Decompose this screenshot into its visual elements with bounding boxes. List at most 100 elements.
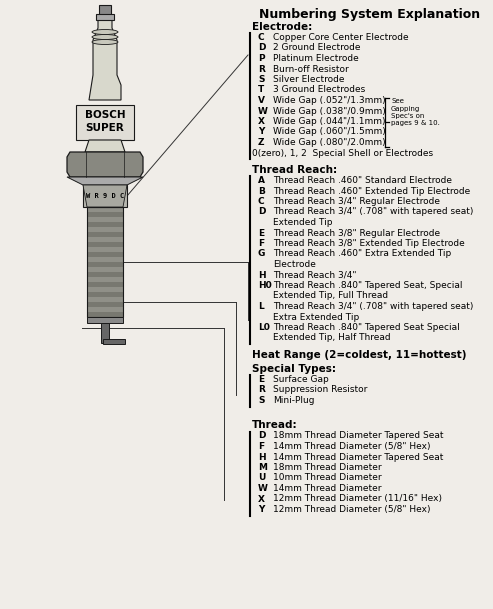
Text: Extended Tip, Full Thread: Extended Tip, Full Thread [273, 292, 388, 300]
Text: 2 Ground Electrode: 2 Ground Electrode [273, 43, 360, 52]
Text: Thread Reach 3/4" Regular Electrode: Thread Reach 3/4" Regular Electrode [273, 197, 440, 206]
Text: A: A [258, 176, 265, 185]
Bar [87, 277, 123, 282]
Text: Heat Range (2=coldest, 11=hottest): Heat Range (2=coldest, 11=hottest) [252, 350, 466, 360]
Text: SUPER: SUPER [86, 123, 124, 133]
Text: Surface Gap: Surface Gap [273, 375, 329, 384]
Polygon shape [83, 185, 127, 207]
Text: 14mm Thread Diameter (5/8" Hex): 14mm Thread Diameter (5/8" Hex) [273, 442, 430, 451]
Text: L: L [258, 302, 264, 311]
Ellipse shape [92, 35, 118, 40]
Bar [87, 302, 123, 307]
Text: F: F [258, 442, 264, 451]
Bar [87, 227, 123, 232]
Bar [83, 185, 127, 207]
Text: H: H [258, 452, 266, 462]
Text: Extra Extended Tip: Extra Extended Tip [273, 312, 359, 322]
Text: 0(zero), 1, 2  Special Shell or Electrodes: 0(zero), 1, 2 Special Shell or Electrode… [252, 149, 433, 158]
Text: X: X [258, 117, 265, 126]
Bar [87, 222, 123, 227]
Bar [87, 257, 123, 262]
Text: Electrode:: Electrode: [252, 22, 312, 32]
Text: H0: H0 [258, 281, 272, 290]
Text: Special Types:: Special Types: [252, 364, 336, 374]
Text: M: M [258, 463, 267, 472]
Text: Thread Reach .460" Standard Electrode: Thread Reach .460" Standard Electrode [273, 176, 452, 185]
Bar [87, 242, 123, 247]
Text: Thread Reach 3/4" (.708" with tapered seat): Thread Reach 3/4" (.708" with tapered se… [273, 302, 473, 311]
Text: S: S [258, 396, 265, 405]
Text: C: C [258, 33, 265, 42]
Text: Platinum Electrode: Platinum Electrode [273, 54, 359, 63]
Text: BOSCH: BOSCH [85, 110, 125, 120]
Bar [99, 5, 111, 15]
Text: E: E [258, 228, 264, 238]
Text: 18mm Thread Diameter Tapered Seat: 18mm Thread Diameter Tapered Seat [273, 432, 444, 440]
Bar [87, 237, 123, 242]
Bar [101, 323, 109, 343]
Text: W: W [258, 484, 268, 493]
Bar [87, 317, 123, 323]
Text: Mini-Plug: Mini-Plug [273, 396, 315, 405]
Text: 18mm Thread Diameter: 18mm Thread Diameter [273, 463, 382, 472]
Text: Thread Reach 3/4" (.708" with tapered seat): Thread Reach 3/4" (.708" with tapered se… [273, 208, 473, 217]
Text: Copper Core Center Electrode: Copper Core Center Electrode [273, 33, 409, 42]
Text: Electrode: Electrode [273, 260, 316, 269]
Text: 14mm Thread Diameter: 14mm Thread Diameter [273, 484, 382, 493]
Text: T: T [258, 85, 264, 94]
Bar [87, 272, 123, 277]
Text: F: F [258, 239, 264, 248]
Text: Thread Reach .460" Extra Extended Tip: Thread Reach .460" Extra Extended Tip [273, 250, 451, 258]
Text: Wide Gap (.080"/2.0mm): Wide Gap (.080"/2.0mm) [273, 138, 386, 147]
Polygon shape [85, 140, 125, 152]
Bar [103, 339, 125, 344]
Text: W R 9 D C: W R 9 D C [86, 193, 124, 199]
Ellipse shape [92, 40, 118, 44]
Text: Wide Gap (.052"/1.3mm): Wide Gap (.052"/1.3mm) [273, 96, 386, 105]
Bar [87, 207, 123, 317]
Text: Extended Tip: Extended Tip [273, 218, 332, 227]
Text: Wide Gap (.038"/0.9mm): Wide Gap (.038"/0.9mm) [273, 107, 386, 116]
Text: Wide Gap (.060"/1.5mm): Wide Gap (.060"/1.5mm) [273, 127, 386, 136]
Text: Suppression Resistor: Suppression Resistor [273, 385, 367, 395]
Text: B: B [258, 186, 265, 195]
Text: R: R [258, 385, 265, 395]
Text: Thread Reach 3/8" Extended Tip Electrode: Thread Reach 3/8" Extended Tip Electrode [273, 239, 465, 248]
Bar [87, 212, 123, 217]
Text: Thread Reach:: Thread Reach: [252, 165, 337, 175]
Polygon shape [67, 152, 143, 177]
Text: 14mm Thread Diameter Tapered Seat: 14mm Thread Diameter Tapered Seat [273, 452, 443, 462]
Polygon shape [67, 177, 143, 185]
Text: S: S [258, 75, 265, 84]
Text: C: C [258, 197, 265, 206]
Text: 10mm Thread Diameter: 10mm Thread Diameter [273, 474, 382, 482]
Text: Y: Y [258, 127, 264, 136]
Ellipse shape [92, 29, 118, 35]
Bar [87, 262, 123, 267]
Text: E: E [258, 375, 264, 384]
Text: V: V [258, 96, 265, 105]
Bar [87, 297, 123, 302]
Text: W: W [258, 107, 268, 116]
Text: Y: Y [258, 505, 264, 514]
Text: Silver Electrode: Silver Electrode [273, 75, 345, 84]
Text: R: R [258, 65, 265, 74]
Bar [87, 247, 123, 252]
Text: Thread Reach 3/8" Regular Electrode: Thread Reach 3/8" Regular Electrode [273, 228, 440, 238]
Text: Thread Reach .840" Tapered Seat, Special: Thread Reach .840" Tapered Seat, Special [273, 281, 462, 290]
Text: Wide Gap (.044"/1.1mm): Wide Gap (.044"/1.1mm) [273, 117, 386, 126]
Text: See
Gapping
Spec's on
pages 9 & 10.: See Gapping Spec's on pages 9 & 10. [391, 98, 440, 127]
Polygon shape [89, 20, 121, 100]
Bar [87, 252, 123, 257]
Text: G: G [258, 250, 265, 258]
Text: D: D [258, 432, 266, 440]
Bar [87, 282, 123, 287]
Text: Numbering System Explanation: Numbering System Explanation [259, 8, 481, 21]
Text: Z: Z [258, 138, 265, 147]
Bar [87, 207, 123, 212]
Text: Burn-off Resistor: Burn-off Resistor [273, 65, 349, 74]
Text: Thread Reach .840" Tapered Seat Special: Thread Reach .840" Tapered Seat Special [273, 323, 460, 332]
Text: Thread Reach .460" Extended Tip Electrode: Thread Reach .460" Extended Tip Electrod… [273, 186, 470, 195]
Bar [87, 232, 123, 237]
Text: D: D [258, 208, 266, 217]
